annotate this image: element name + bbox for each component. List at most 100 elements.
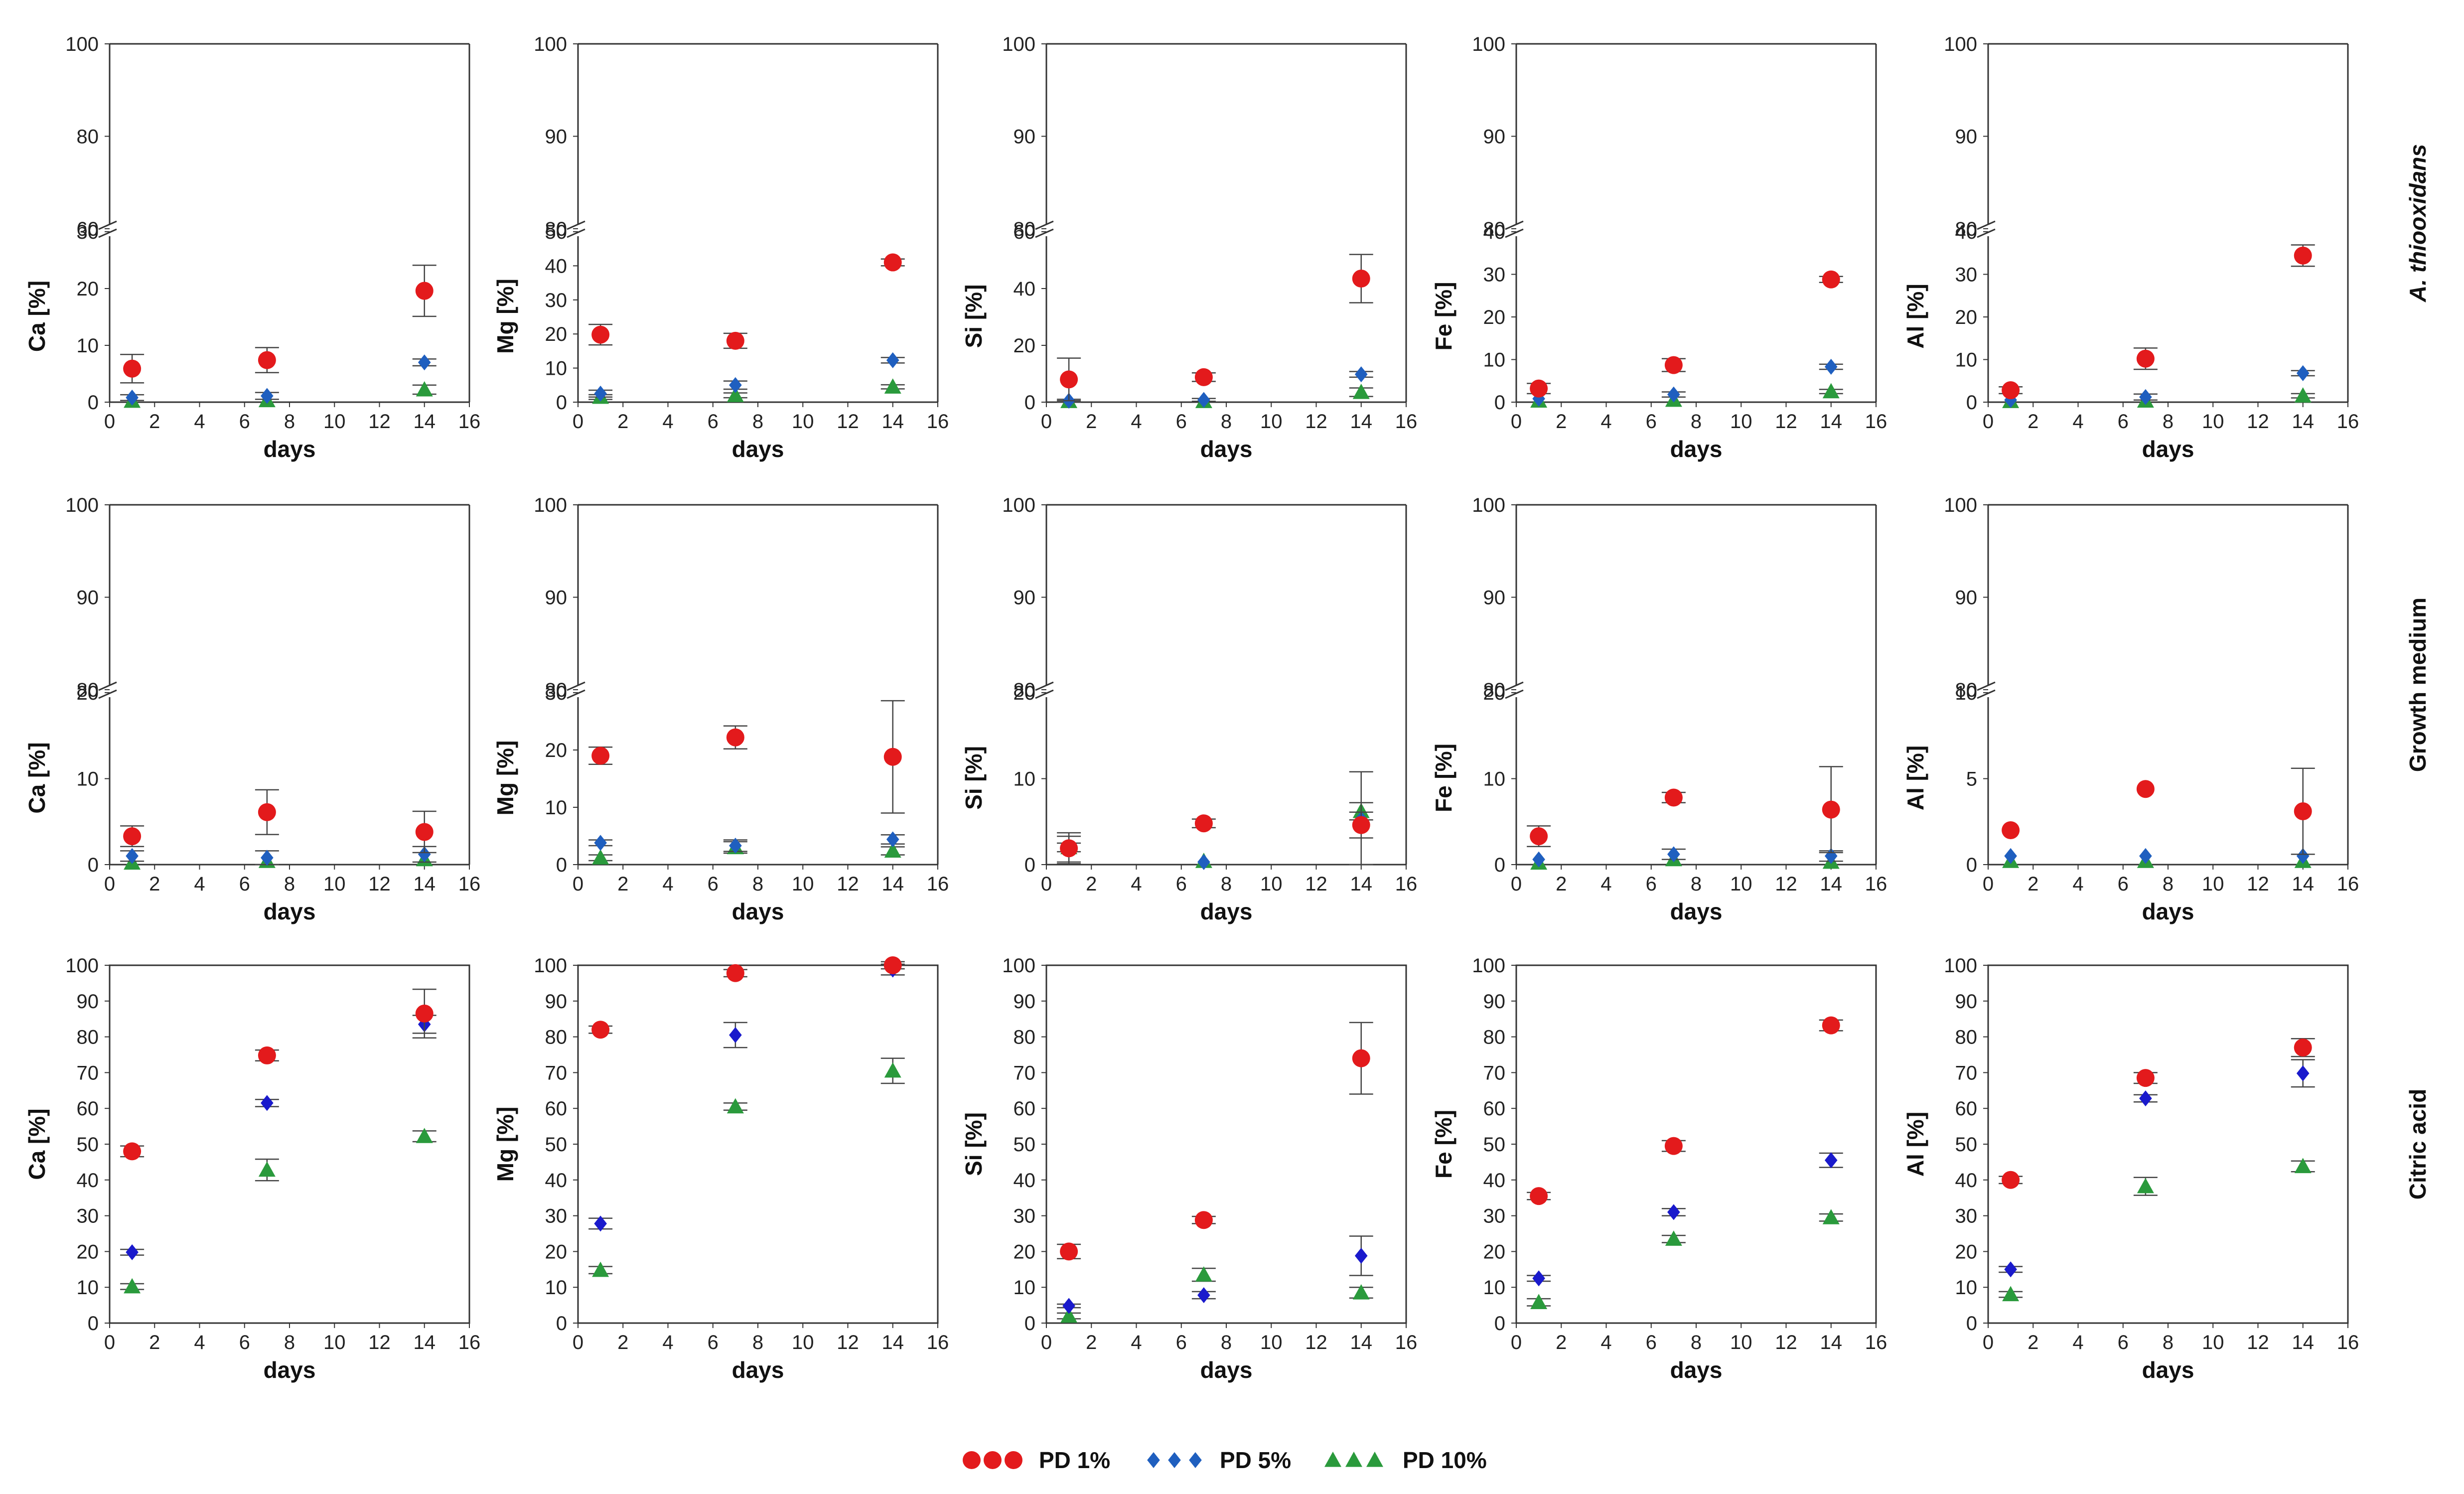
plot-frame [577,964,939,1324]
series-pd1 [1999,244,2315,400]
x-tick-label: 8 [2163,873,2174,895]
y-tick-label: 0 [88,392,99,414]
y-tick-label: 0 [556,854,567,876]
y-tick-label: 10 [1483,768,1506,790]
y-tick-label: 100 [1944,494,1977,516]
x-tick-label: 6 [708,873,719,895]
series-pd10 [1057,1266,1373,1323]
x-tick-label: 4 [194,873,205,895]
y-tick-label: 40 [545,1170,568,1192]
y-tick-label: 90 [1014,126,1036,148]
axis-break-mark [98,220,117,238]
pd10-triangle-marker [1352,384,1370,399]
x-tick-label: 10 [1260,411,1283,433]
pd1-circle-marker [2294,1039,2312,1057]
pd10-triangle-marker [416,1128,433,1143]
x-tick-label: 6 [239,1332,250,1353]
y-tick-label: 0 [88,854,99,876]
y-tick-label: 80 [77,126,99,148]
row-label: A. thiooxidans [2405,144,2431,302]
y-tick-label: 20 [1955,1241,1978,1263]
y-tick-label: 90 [545,126,568,148]
x-tick-label: 16 [458,873,481,895]
y-tick-label: 0 [1494,392,1505,414]
y-tick-label: 20 [545,323,568,345]
y-tick-label: 90 [1955,587,1978,609]
pd1-circle-marker [123,359,142,378]
x-tick-label: 8 [1221,1332,1232,1353]
pd5-diamond-marker [2139,389,2152,405]
series-pd10 [2002,387,2315,408]
y-tick-label: 90 [1483,587,1506,609]
x-axis-label: days [2142,898,2194,924]
pd1-circle-marker [1530,379,1548,398]
pd5-diamond-marker [1197,1287,1210,1303]
pd10-triangle-marker [884,842,901,858]
pd5-diamond-marker [1667,1204,1680,1220]
axis-break-mark [1505,681,1524,699]
y-tick-label: 60 [77,1098,99,1120]
y-axis-label: Mg [%] [492,741,518,816]
pd5-diamond-marker [1189,1452,1202,1468]
x-tick-label: 16 [1865,411,1887,433]
pd5-diamond-marker [1354,1248,1368,1264]
series-pd10 [1527,1209,1843,1309]
x-tick-label: 10 [1730,1332,1752,1353]
x-tick-label: 0 [573,873,583,895]
y-axis-label: Fe [%] [1431,282,1456,351]
x-tick-label: 6 [1176,873,1187,895]
y-axis-label: Fe [%] [1431,1110,1456,1179]
y-tick-label: 10 [545,1277,568,1299]
x-axis-label: days [264,898,316,924]
pd1-circle-marker [1664,356,1683,374]
x-tick-label: 16 [2337,411,2359,433]
pd1-circle-marker [1822,270,1840,289]
x-tick-label: 12 [1305,1332,1327,1353]
x-axis-label: days [1670,436,1723,462]
x-tick-label: 2 [1556,873,1567,895]
series-pd10 [124,851,433,870]
pd10-triangle-marker [2294,1158,2312,1174]
panel-ca-1: 80 90 100 0 10 20 Ca [%] 0 2 4 6 8 10 12 14 16 days [24,494,480,924]
pd1-circle-marker [1664,1137,1683,1155]
pd1-circle-marker [2002,381,2020,400]
x-tick-label: 8 [284,1332,295,1353]
x-tick-label: 14 [414,411,436,433]
y-tick-label: 0 [1966,1313,1977,1335]
y-tick-label: 10 [1483,349,1506,371]
panel-mg-2: 0 10 20 30 40 50 60 70 80 90 100 Mg [%] 0 2 4 6 8 10 12 14 1… [492,955,949,1383]
pd1-circle-marker [883,253,902,272]
x-tick-label: 4 [2072,1332,2083,1353]
y-tick-label: 30 [77,1205,99,1227]
y-tick-label: 100 [1944,33,1977,55]
pd10-triangle-marker [592,849,609,865]
y-tick-label: 90 [545,587,568,609]
x-tick-label: 6 [239,873,250,895]
axis-break-mark [1035,681,1054,699]
y-tick-label: 10 [1483,1277,1506,1299]
y-tick-label: 100 [534,955,567,977]
x-tick-label: 0 [104,411,115,433]
pd1-circle-marker [2002,1171,2020,1189]
x-tick-label: 16 [1395,411,1418,433]
y-tick-label: 100 [65,494,99,516]
x-tick-label: 12 [2247,411,2269,433]
pd1-circle-marker [1530,1187,1548,1205]
series-pd5 [120,1015,436,1260]
pd5-diamond-marker [126,389,139,406]
pd5-diamond-marker [729,377,742,393]
pd10-triangle-marker [1530,1294,1548,1309]
plot-frame [109,964,470,1324]
series-pd1 [120,265,436,384]
x-tick-label: 6 [1176,411,1187,433]
x-tick-label: 4 [1131,873,1142,895]
y-tick-label: 20 [77,682,99,704]
legend-label-pd10: PD 10% [1403,1447,1487,1473]
pd10-triangle-marker [726,1098,744,1114]
x-tick-label: 8 [752,873,763,895]
y-tick-label: 80 [1014,679,1036,701]
y-tick-label: 80 [1955,679,1978,701]
pd1-circle-marker [1060,370,1078,389]
pd1-circle-marker [591,325,610,344]
